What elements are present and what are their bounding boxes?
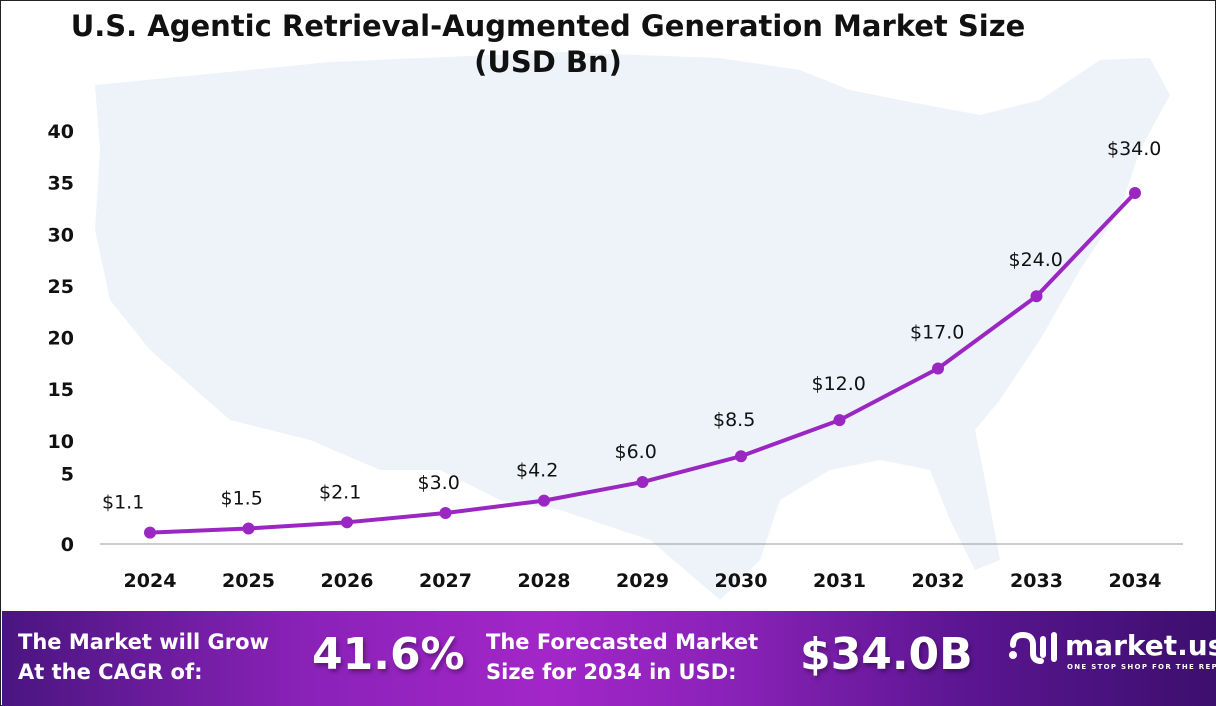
cagr-value: 41.6% (312, 629, 465, 680)
data-label: $4.2 (516, 460, 558, 482)
cagr-caption-line2: At the CAGR of: (18, 660, 203, 684)
data-label: $24.0 (1009, 249, 1063, 271)
x-tick-label: 2029 (616, 570, 669, 592)
data-point (341, 516, 353, 529)
subtitle-text: (USD Bn) (474, 45, 622, 79)
cagr-caption-line1: The Market will Grow (18, 630, 269, 654)
x-tick-label: 2030 (715, 570, 768, 592)
data-point (735, 450, 747, 463)
data-label: $17.0 (910, 321, 964, 343)
logo-mark-icon (1009, 631, 1057, 664)
data-point (1030, 290, 1043, 303)
y-tick-label: 30 (48, 224, 74, 246)
data-label: $1.1 (102, 492, 144, 514)
cagr-caption: The Market will Grow At the CAGR of: (18, 627, 269, 687)
y-tick-label: 40 (48, 121, 74, 143)
data-label: $2.1 (319, 481, 361, 503)
data-point (538, 494, 550, 507)
y-tick-label: 5 (61, 463, 74, 485)
data-point (932, 362, 944, 375)
chart-title: U.S. Agentic Retrieval-Augmented Generat… (0, 8, 1096, 80)
x-tick-label: 2031 (813, 570, 866, 592)
x-tick-label: 2034 (1109, 570, 1162, 592)
logo-tagline: ONE STOP SHOP FOR THE REPORTS (1067, 663, 1216, 671)
data-label: $3.0 (418, 472, 460, 494)
x-tick-label: 2033 (1010, 570, 1063, 592)
x-tick-label: 2026 (321, 570, 374, 592)
data-label: $8.5 (713, 409, 755, 431)
y-tick-label: 0 (61, 534, 74, 556)
data-label: $1.5 (221, 488, 263, 510)
x-tick-label: 2025 (222, 570, 275, 592)
title-text: U.S. Agentic Retrieval-Augmented Generat… (70, 9, 1026, 43)
data-point (636, 476, 649, 489)
forecast-caption-line2: Size for 2034 in USD: (486, 660, 737, 684)
logo-name: market.us (1065, 629, 1216, 662)
forecast-caption: The Forecasted Market Size for 2034 in U… (486, 627, 758, 687)
market-us-logo: market.us ONE STOP SHOP FOR THE REPORTS (1007, 629, 1216, 671)
data-point (242, 522, 255, 535)
data-label: $6.0 (615, 441, 657, 463)
forecast-value: $34.0B (800, 629, 973, 680)
data-point (1129, 186, 1141, 199)
data-label: $12.0 (812, 373, 866, 395)
y-tick-label: 10 (48, 431, 74, 453)
data-point (439, 507, 452, 520)
x-tick-label: 2024 (124, 570, 177, 592)
x-tick-label: 2028 (518, 570, 571, 592)
y-tick-label: 20 (48, 328, 74, 350)
y-tick-label: 15 (48, 379, 74, 401)
data-point (833, 414, 846, 427)
y-tick-label: 35 (48, 173, 74, 195)
data-point (144, 526, 156, 539)
x-tick-label: 2027 (419, 570, 472, 592)
data-label: $34.0 (1107, 138, 1161, 160)
forecast-caption-line1: The Forecasted Market (486, 630, 759, 654)
x-tick-label: 2032 (912, 570, 965, 592)
y-tick-label: 25 (48, 276, 74, 298)
us-map-background (95, 52, 1170, 600)
summary-banner: The Market will Grow At the CAGR of: 41.… (2, 611, 1216, 706)
